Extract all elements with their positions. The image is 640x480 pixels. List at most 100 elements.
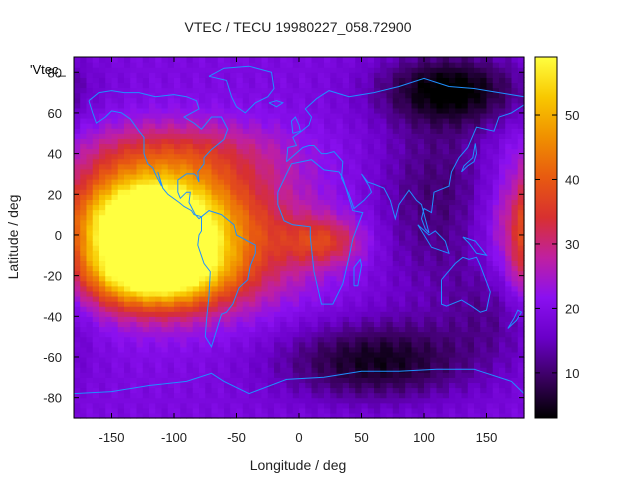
heatmap-cell [261,265,269,272]
heatmap-cell [386,62,394,68]
heatmap-cell [274,133,281,139]
heatmap-cell [280,57,288,63]
heatmap-cell [324,123,331,129]
heatmap-cell [130,377,138,384]
heatmap-cell [467,107,475,114]
heatmap-cell [230,301,238,307]
heatmap-cell [361,62,369,68]
heatmap-cell [230,229,238,236]
heatmap-cell [467,351,475,358]
heatmap-cell [480,102,488,109]
heatmap-cell [74,311,81,317]
heatmap-cell [467,128,475,134]
heatmap-cell [386,173,394,180]
heatmap-cell [442,219,450,226]
heatmap-cell [286,128,294,134]
heatmap-cell [374,102,381,109]
heatmap-cell [324,102,331,109]
heatmap-cell [499,356,506,363]
heatmap-cell [455,138,463,145]
heatmap-cell [205,255,213,261]
heatmap-cell [124,77,131,84]
heatmap-cell [461,77,469,84]
heatmap-cell [367,199,375,206]
heatmap-cell [442,57,450,63]
heatmap-cell [224,224,231,231]
heatmap-cell [161,280,169,287]
heatmap-cell [117,148,125,155]
heatmap-cell [205,402,213,409]
heatmap-cell [211,341,219,348]
heatmap-cell [355,179,363,185]
heatmap-cell [424,184,431,190]
heatmap-cell [411,245,419,251]
heatmap-cell [467,133,475,139]
heatmap-cell [455,346,463,353]
heatmap-cell [386,280,394,287]
heatmap-cell [242,77,250,84]
heatmap-cell [199,341,206,348]
heatmap-cell [417,245,425,251]
heatmap-cell [292,280,300,287]
heatmap-cell [255,245,263,251]
heatmap-cell [249,290,256,297]
heatmap-cell [199,179,206,185]
heatmap-cell [124,351,131,358]
heatmap-cell [92,295,100,302]
heatmap-cell [180,214,188,221]
heatmap-cell [74,148,81,155]
heatmap-cell [211,153,219,160]
heatmap-cell [305,107,313,114]
heatmap-cell [161,189,169,195]
heatmap-cell [205,173,213,180]
heatmap-cell [167,321,175,328]
heatmap-cell [492,311,500,317]
heatmap-cell [280,234,288,241]
heatmap-cell [455,123,463,129]
heatmap-cell [174,412,181,419]
heatmap-cell [242,240,250,246]
heatmap-cell [286,112,294,119]
heatmap-cell [317,280,325,287]
heatmap-cell [136,351,144,358]
heatmap-cell [349,153,356,160]
heatmap-cell [467,168,475,175]
heatmap-cell [149,240,156,246]
heatmap-cell [436,123,444,129]
heatmap-cell [336,229,344,236]
heatmap-cell [299,123,306,129]
heatmap-cell [511,377,519,384]
heatmap-cell [480,128,488,134]
heatmap-cell [449,67,456,73]
heatmap-cell [136,341,144,348]
heatmap-cell [149,362,156,368]
heatmap-cell [161,285,169,292]
heatmap-cell [442,316,450,322]
heatmap-cell [292,331,300,338]
heatmap-cell [230,87,238,94]
heatmap-cell [142,148,150,155]
heatmap-cell [236,311,244,317]
heatmap-cell [442,179,450,185]
heatmap-cell [249,326,256,333]
heatmap-cell [80,331,88,338]
heatmap-cell [424,240,431,246]
heatmap-cell [486,194,494,200]
heatmap-cell [161,362,169,368]
heatmap-cell [386,163,394,170]
heatmap-cell [280,168,288,175]
heatmap-cell [217,153,225,160]
heatmap-cell [461,351,469,358]
heatmap-cell [286,265,294,272]
heatmap-cell [199,97,206,104]
heatmap-cell [292,341,300,348]
heatmap-cell [267,275,275,282]
heatmap-cell [311,168,319,175]
heatmap-cell [324,107,331,114]
heatmap-cell [136,356,144,363]
heatmap-cell [80,260,88,267]
heatmap-cell [374,377,381,384]
heatmap-cell [480,260,488,267]
heatmap-cell [317,168,325,175]
heatmap-cell [224,112,231,119]
